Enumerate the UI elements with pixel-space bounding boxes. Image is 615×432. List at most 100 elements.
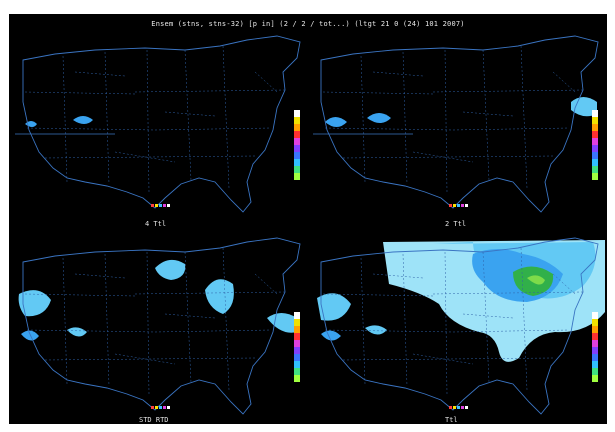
state-border	[146, 49, 150, 193]
legend-swatch	[592, 326, 598, 333]
mini-key-swatch	[461, 204, 464, 207]
state-border	[104, 253, 110, 387]
state-border	[104, 51, 110, 185]
state-border	[74, 71, 126, 77]
legend-swatch	[592, 166, 598, 173]
precip-area	[205, 279, 234, 314]
coastline	[22, 237, 301, 415]
mini-key-swatch	[453, 204, 456, 207]
legend-swatch	[592, 152, 598, 159]
mini-key-swatch	[449, 204, 452, 207]
legend-swatch	[294, 375, 300, 382]
state-border	[134, 291, 286, 295]
precip-area	[18, 290, 52, 317]
state-border	[452, 127, 570, 131]
state-border	[520, 45, 528, 189]
mini-key-swatch	[155, 406, 158, 409]
color-legend	[592, 312, 598, 382]
color-legend	[592, 110, 598, 180]
map-bottom-right	[317, 237, 605, 415]
mini-key-swatch	[159, 406, 162, 409]
state-border	[482, 49, 490, 181]
coastline	[22, 35, 301, 213]
state-border	[462, 111, 514, 117]
state-border	[62, 257, 68, 385]
coastline	[320, 237, 599, 415]
mini-key-swatch	[465, 406, 468, 409]
mini-key-swatch	[461, 406, 464, 409]
state-border	[24, 91, 136, 95]
mini-key-swatch	[167, 204, 170, 207]
legend-swatch	[592, 159, 598, 166]
state-border	[552, 273, 576, 295]
legend-swatch	[592, 361, 598, 368]
mini-key-swatch	[155, 204, 158, 207]
state-border	[254, 71, 278, 93]
state-border	[184, 49, 192, 181]
state-border	[26, 329, 156, 333]
legend-swatch	[294, 166, 300, 173]
mini-key-swatch	[457, 406, 460, 409]
precip-area	[267, 313, 297, 333]
legend-swatch	[592, 117, 598, 124]
map-panel-top-left: 4 Ttl	[15, 32, 307, 228]
map-panel-bottom-left: STD RTD	[15, 234, 307, 424]
legend-swatch	[592, 354, 598, 361]
legend-swatch	[294, 110, 300, 117]
precip-area	[67, 327, 87, 337]
map-panel-top-right: 2 Ttl	[313, 32, 605, 228]
state-border	[222, 247, 230, 391]
mini-key-swatch	[167, 406, 170, 409]
legend-swatch	[592, 131, 598, 138]
state-border	[444, 49, 448, 193]
state-border	[146, 251, 150, 395]
precip-area	[317, 293, 351, 321]
state-border	[44, 357, 256, 361]
state-border	[432, 291, 584, 295]
state-border	[482, 251, 490, 383]
state-border	[222, 45, 230, 189]
mini-key-swatch	[457, 204, 460, 207]
precip-area	[25, 121, 37, 127]
legend-swatch	[294, 354, 300, 361]
state-border	[154, 329, 272, 333]
map-top-right	[313, 35, 599, 213]
legend-swatch	[592, 319, 598, 326]
precip-area	[21, 330, 39, 341]
legend-swatch	[294, 145, 300, 152]
state-border	[322, 91, 434, 95]
state-border	[164, 313, 216, 319]
legend-swatch	[294, 361, 300, 368]
mini-color-key	[151, 394, 171, 413]
precip-area	[365, 325, 387, 335]
state-border	[154, 127, 272, 131]
state-border	[402, 51, 408, 185]
legend-swatch	[294, 326, 300, 333]
legend-swatch	[294, 340, 300, 347]
state-border	[360, 257, 366, 385]
legend-swatch	[294, 312, 300, 319]
mini-key-swatch	[449, 406, 452, 409]
legend-swatch	[294, 117, 300, 124]
legend-swatch	[592, 312, 598, 319]
color-legend	[294, 110, 300, 180]
legend-swatch	[294, 333, 300, 340]
mini-key-swatch	[465, 204, 468, 207]
legend-swatch	[294, 138, 300, 145]
state-border	[26, 127, 156, 131]
panel-label: 4 Ttl	[145, 220, 167, 228]
map-bottom-left	[18, 237, 301, 415]
state-border	[134, 89, 286, 93]
map-top-left	[15, 35, 301, 213]
legend-swatch	[592, 368, 598, 375]
panel-label: Ttl	[445, 416, 458, 424]
state-border	[254, 273, 278, 295]
legend-swatch	[294, 152, 300, 159]
precip-area	[321, 330, 341, 341]
legend-swatch	[294, 319, 300, 326]
legend-swatch	[294, 173, 300, 180]
mini-key-swatch	[163, 204, 166, 207]
figure-frame: Ensem (stns, stns-32) [p in] (2 / 2 / to…	[9, 14, 607, 424]
panel-label: 2 Ttl	[445, 220, 467, 228]
state-border	[44, 155, 256, 159]
